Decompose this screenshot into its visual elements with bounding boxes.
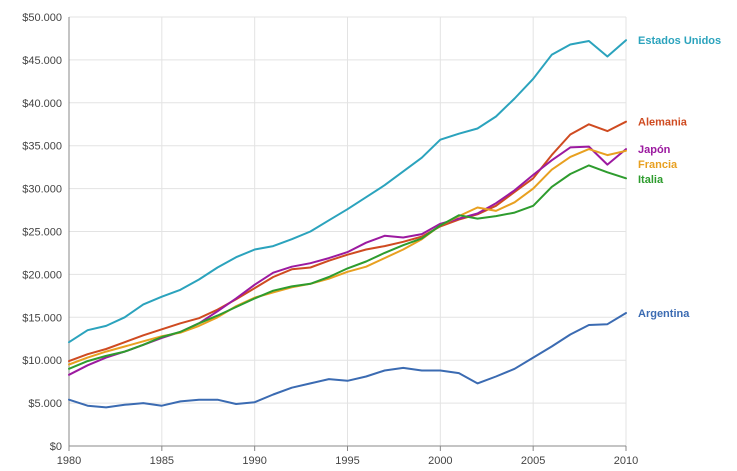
y-tick-label: $40.000 bbox=[22, 98, 62, 110]
x-axis-tick-labels: 1980 1985 1990 1995 2000 2005 2010 bbox=[57, 455, 638, 467]
series-lines bbox=[68, 39, 627, 409]
x-tick-label: 2005 bbox=[521, 455, 545, 467]
series-end-labels: Estados Unidos Alemania Japón Francia Italia… bbox=[638, 35, 721, 320]
series-line-estados-unidos bbox=[68, 39, 627, 344]
x-tick-label: 1995 bbox=[335, 455, 359, 467]
series-label-argentina: Argentina bbox=[638, 308, 690, 320]
series-label-francia: Francia bbox=[638, 159, 678, 171]
series-label-japon: Japón bbox=[638, 144, 671, 156]
y-axis-tick-labels: $0 $5.000 $10.000 $15.000 $20.000 $25.000 $30.… bbox=[22, 12, 62, 453]
y-tick-label: $15.000 bbox=[22, 312, 62, 324]
series-label-alemania: Alemania bbox=[638, 117, 688, 129]
y-tick-label: $25.000 bbox=[22, 227, 62, 239]
series-line-alemania bbox=[68, 120, 627, 363]
series-line-argentina bbox=[68, 312, 627, 409]
series-line-italia bbox=[68, 164, 627, 370]
x-tick-label: 1980 bbox=[57, 455, 81, 467]
x-tick-label: 1990 bbox=[242, 455, 266, 467]
y-tick-label: $10.000 bbox=[22, 355, 62, 367]
y-tick-label: $20.000 bbox=[22, 269, 62, 281]
y-tick-label: $5.000 bbox=[28, 398, 62, 410]
x-tick-label: 2010 bbox=[614, 455, 638, 467]
series-label-estados-unidos: Estados Unidos bbox=[638, 35, 721, 47]
x-tick-label: 1985 bbox=[150, 455, 174, 467]
series-label-italia: Italia bbox=[638, 174, 664, 186]
y-tick-label: $50.000 bbox=[22, 12, 62, 24]
y-tick-label: $35.000 bbox=[22, 141, 62, 153]
y-tick-label: $45.000 bbox=[22, 55, 62, 67]
y-tick-label: $0 bbox=[50, 441, 62, 453]
x-tick-label: 2000 bbox=[428, 455, 452, 467]
y-tick-label: $30.000 bbox=[22, 184, 62, 196]
